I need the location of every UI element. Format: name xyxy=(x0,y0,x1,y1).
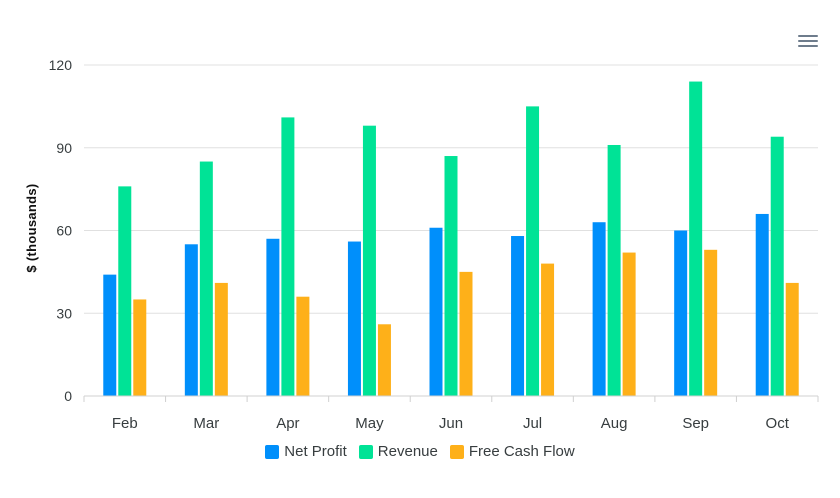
x-axis: Feb Mar Apr May Jun Jul Aug Sep Oct xyxy=(83,395,819,432)
bar-net-profit[interactable] xyxy=(755,213,769,396)
bar-free-cash-flow[interactable] xyxy=(541,263,555,396)
bar-net-profit[interactable] xyxy=(103,274,117,396)
bar-net-profit[interactable] xyxy=(429,227,443,396)
bar-revenue[interactable] xyxy=(281,117,295,397)
x-tick-label: Sep xyxy=(682,415,709,432)
bar-free-cash-flow[interactable] xyxy=(133,299,147,396)
y-tick-label: 0 xyxy=(64,388,72,404)
bar-revenue[interactable] xyxy=(444,156,458,396)
bar-net-profit[interactable] xyxy=(347,241,361,396)
y-tick-label: 30 xyxy=(56,305,72,321)
bar-free-cash-flow[interactable] xyxy=(214,282,228,396)
bar-free-cash-flow[interactable] xyxy=(459,271,473,396)
x-tick-label: Jun xyxy=(439,415,463,432)
legend-swatch xyxy=(265,444,280,459)
bar-net-profit[interactable] xyxy=(592,222,606,396)
y-tick-label: 120 xyxy=(49,57,73,73)
bar-free-cash-flow[interactable] xyxy=(296,296,310,396)
x-tick-label: Feb xyxy=(112,415,138,432)
bar-net-profit[interactable] xyxy=(184,244,198,396)
legend-item[interactable]: Net Profit xyxy=(265,443,347,460)
x-tick-label: Mar xyxy=(193,415,219,432)
bars xyxy=(103,81,799,397)
x-tick-label: Aug xyxy=(601,415,628,432)
bar-free-cash-flow[interactable] xyxy=(704,249,718,396)
bar-revenue[interactable] xyxy=(362,125,376,396)
legend-item[interactable]: Revenue xyxy=(358,443,438,460)
x-tick-label: May xyxy=(355,415,384,432)
x-tick-label: Oct xyxy=(766,415,790,432)
bar-free-cash-flow[interactable] xyxy=(785,282,799,396)
legend-swatch xyxy=(449,444,464,459)
bar-revenue[interactable] xyxy=(689,81,703,397)
legend-label: Revenue xyxy=(377,443,438,460)
legend-swatch xyxy=(358,444,373,459)
legend-label: Free Cash Flow xyxy=(468,443,575,460)
hamburger-menu-icon[interactable] xyxy=(794,32,822,54)
y-axis-ticks: 0 30 60 90 120 xyxy=(49,57,73,404)
bar-net-profit[interactable] xyxy=(511,236,525,396)
bar-net-profit[interactable] xyxy=(266,238,280,396)
y-tick-label: 90 xyxy=(56,140,72,156)
legend-label: Net Profit xyxy=(284,443,347,460)
legend-item[interactable]: Free Cash Flow xyxy=(449,443,575,460)
bar-revenue[interactable] xyxy=(118,186,132,396)
x-tick-label: Jul xyxy=(523,415,542,432)
bar-revenue[interactable] xyxy=(199,161,213,396)
bar-revenue[interactable] xyxy=(770,136,784,396)
y-axis-label: $ (thousands) xyxy=(24,183,39,272)
bar-free-cash-flow[interactable] xyxy=(377,324,391,396)
bar-revenue[interactable] xyxy=(607,144,621,396)
bar-net-profit[interactable] xyxy=(674,230,688,397)
y-tick-label: 60 xyxy=(56,223,72,239)
bar-free-cash-flow[interactable] xyxy=(622,252,636,396)
legend: Net Profit Revenue Free Cash Flow xyxy=(0,443,840,460)
x-tick-label: Apr xyxy=(276,415,299,432)
bar-revenue[interactable] xyxy=(526,106,540,396)
